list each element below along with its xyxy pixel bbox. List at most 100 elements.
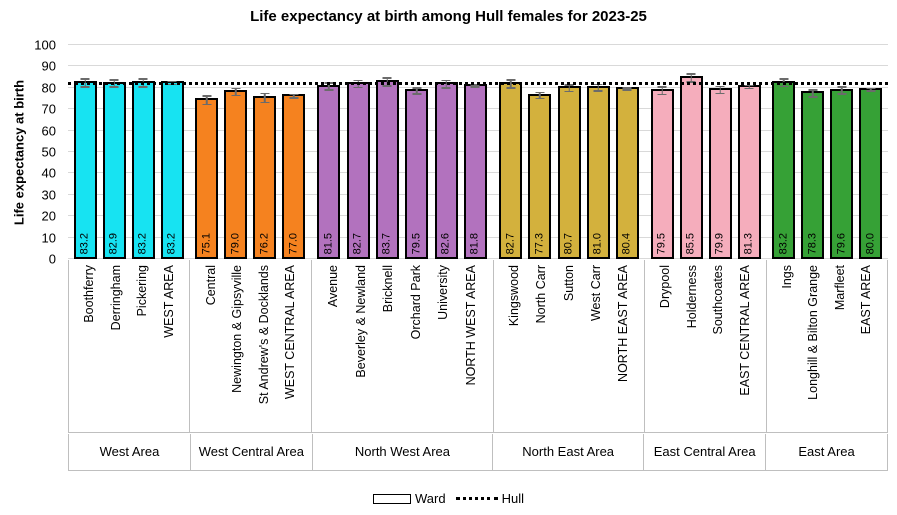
- ward-label: WEST CENTRAL AREA: [283, 265, 298, 400]
- area-axis-labels: West Area West Central Area North West Are…: [68, 434, 888, 471]
- error-bar-cap-bottom: [779, 85, 789, 88]
- error-bar-stem: [597, 83, 599, 92]
- error-bar-cap-bottom: [260, 101, 270, 104]
- bar: 75.1: [195, 95, 219, 259]
- bar-value-label: 83.2: [136, 232, 149, 254]
- bar: 79.5: [405, 87, 429, 259]
- bar-value-label: 79.5: [655, 232, 668, 254]
- area-label: East Area: [765, 434, 888, 470]
- ward-label: Kingswood: [507, 265, 522, 327]
- y-tick-label: 80: [41, 80, 56, 96]
- bar: 81.0: [586, 83, 610, 259]
- bar: 80.0: [859, 87, 883, 259]
- y-tick-label: 60: [41, 123, 56, 139]
- bar: 82.6: [434, 79, 458, 259]
- bar-group-3: 82.7 77.3 80.7 81.0 80.4: [493, 45, 645, 259]
- error-bar-stem: [328, 82, 330, 91]
- error-bar-cap-bottom: [564, 90, 574, 93]
- error-bar: [837, 86, 847, 95]
- bar: 77.3: [528, 91, 552, 259]
- error-bar: [564, 84, 574, 93]
- ward-label: Ings: [779, 265, 794, 289]
- ward-label-group-3: Kingswood North Carr Sutton West Carr NORTH …: [492, 260, 645, 432]
- error-bar-cap-bottom: [441, 87, 451, 89]
- error-bar-cap-top: [622, 87, 632, 89]
- error-bar-cap-top: [167, 80, 177, 83]
- y-tick-label: 40: [41, 165, 56, 181]
- error-bar-stem: [661, 86, 664, 96]
- ward-label: St Andrew's & Docklands: [256, 265, 271, 405]
- bar: 81.8: [463, 83, 487, 259]
- error-bar-cap-bottom: [231, 94, 241, 97]
- bar-value-label: 81.5: [322, 232, 335, 254]
- legend: Ward Hull: [0, 491, 897, 506]
- error-bar-cap-top: [80, 78, 90, 80]
- ward-label: Orchard Park: [408, 265, 423, 340]
- gridline: [68, 65, 888, 67]
- error-bar-cap-top: [260, 92, 270, 95]
- error-bar-cap-top: [715, 85, 725, 88]
- bar-value-label: 80.4: [620, 232, 633, 254]
- error-bar-stem: [263, 92, 266, 104]
- bar-value-label: 79.0: [229, 232, 242, 254]
- bar-value-label: 82.7: [351, 232, 364, 254]
- error-bar-cap-bottom: [382, 85, 392, 87]
- bar-value-label: 81.0: [591, 232, 604, 254]
- error-bar-cap-top: [506, 79, 516, 81]
- area-label: West Central Area: [189, 434, 312, 470]
- ward-axis-labels: Boothferry Derringham Pickering WEST AREA Ce…: [68, 260, 888, 433]
- ward-label: Central: [203, 265, 218, 306]
- error-bar-stem: [539, 91, 541, 100]
- ward-label-group-2: Avenue Beverley & Newland Bricknell Orchard…: [310, 260, 493, 432]
- bar: 78.3: [801, 89, 825, 259]
- error-bar-stem: [748, 84, 750, 90]
- hull-dotted-line-icon: [455, 497, 498, 500]
- ward-label: University: [436, 265, 451, 320]
- legend-item-hull: Hull: [455, 491, 524, 506]
- bar: 85.5: [679, 73, 703, 259]
- error-bar-stem: [812, 89, 814, 98]
- bar: 80.4: [615, 86, 639, 259]
- ward-label: Derringham: [108, 265, 123, 331]
- error-bar: [535, 91, 545, 100]
- bar: 82.7: [346, 79, 370, 259]
- bar: 79.6: [830, 86, 854, 259]
- y-tick-label: 90: [41, 58, 56, 74]
- bar: 79.5: [650, 86, 674, 259]
- error-bar-cap-top: [808, 89, 818, 91]
- bar-value-label: 77.3: [533, 232, 546, 254]
- error-bar-stem: [719, 85, 721, 95]
- error-bar-cap-bottom: [138, 86, 148, 88]
- error-bar-cap-bottom: [744, 87, 754, 90]
- error-bar-stem: [869, 87, 872, 92]
- error-bar-cap-top: [866, 87, 876, 90]
- bar-group-0: 83.2 82.9 83.2 83.2: [68, 45, 189, 259]
- y-tick-label: 0: [48, 251, 56, 267]
- bar-value-label: 79.6: [835, 232, 848, 254]
- error-bar: [289, 93, 299, 99]
- area-label: East Central Area: [643, 434, 765, 470]
- ward-label-group-4: Drypool Holderness Southcoates EAST CENTRAL…: [644, 260, 765, 432]
- ward-label: Newington & Gipsyville: [230, 265, 245, 393]
- error-bar-cap-bottom: [808, 96, 818, 98]
- error-bar-cap-top: [289, 93, 299, 96]
- error-bar: [260, 92, 270, 104]
- ward-label: EAST CENTRAL AREA: [737, 265, 752, 396]
- bar-group-2: 81.5 82.7 83.7 79.5 82.6 81.8: [311, 45, 493, 259]
- bar-value-label: 76.2: [258, 232, 271, 254]
- error-bar-cap-bottom: [109, 86, 119, 88]
- error-bar-cap-bottom: [412, 93, 422, 95]
- bar: 82.9: [102, 79, 126, 259]
- bar: 83.7: [375, 77, 399, 259]
- bar-value-label: 78.3: [806, 232, 819, 254]
- bar: 77.0: [282, 93, 306, 259]
- bar: 81.3: [737, 84, 761, 259]
- bar: 83.2: [772, 78, 796, 259]
- hull-reference-line: [68, 81, 888, 85]
- bar-value-label: 79.5: [410, 232, 423, 254]
- legend-hull-label: Hull: [501, 491, 524, 506]
- ward-label: Southcoates: [711, 265, 726, 335]
- error-bar-cap-bottom: [202, 103, 212, 106]
- error-bar-stem: [235, 87, 237, 97]
